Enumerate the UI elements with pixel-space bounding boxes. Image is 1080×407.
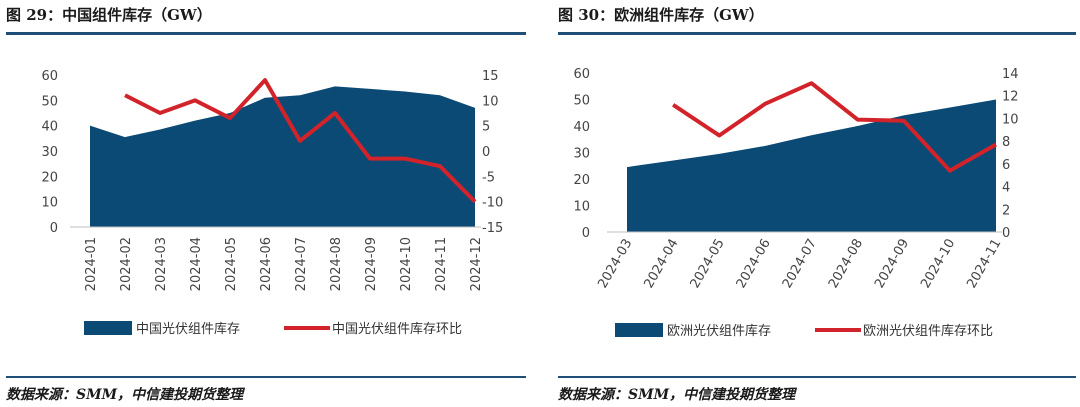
chart2-left-tick-label: 10 [573,200,590,215]
right-title-rule [558,32,1076,35]
chart2-category-label: 2024-03 [595,237,635,292]
chart1-left-tick-label: 50 [41,94,58,109]
chart2-left-tick-label: 0 [582,226,590,241]
chart1-right-tick-label: -10 [482,196,503,211]
chart1-left-tick-label: 60 [41,69,58,84]
chart2-legend-area-label: 欧洲光伏组件库存 [667,323,771,339]
chart1-right-tick-label: 0 [482,145,490,160]
chart1-category-label: 2024-09 [364,237,379,291]
chart2-right-tick-label: 12 [1002,90,1019,105]
chart1-category-label: 2024-01 [84,237,99,291]
chart1-right-tick-label: 10 [482,94,499,109]
chart2-category-label: 2024-04 [641,237,681,292]
chart2-left-tick-label: 50 [573,94,590,109]
chart2-left-tick-label: 30 [573,147,590,162]
chart1-right-tick-label: 15 [482,69,499,84]
right-source-note: 数据来源：SMM，中信建投期货整理 [558,387,796,403]
chart2-category-label: 2024-10 [918,237,958,292]
chart2-category-label: 2024-05 [688,237,728,292]
chart1-category-label: 2024-11 [434,237,449,291]
chart2-left-tick-label: 20 [573,173,590,188]
chart2-right-tick-label: 14 [1002,67,1019,82]
chart2-right-tick-label: 2 [1002,203,1010,218]
chart1-legend-line-label: 中国光伏组件库存环比 [332,321,462,337]
chart2-right-tick-label: 0 [1002,226,1010,241]
left-title-rule [6,32,526,35]
right-figure-title: 图 30：欧洲组件库存（GW） [558,6,764,24]
chart1-category-label: 2024-05 [224,237,239,291]
chart1-left-tick-label: 20 [41,170,58,185]
chart1-category-label: 2024-03 [154,237,169,291]
chart2-right-tick-label: 8 [1002,135,1010,150]
chart1-left-tick-label: 30 [41,145,58,160]
chart2-left-tick-label: 60 [573,67,590,82]
chart2-category-label: 2024-09 [872,237,912,292]
chart1-left-tick-label: 40 [41,120,58,135]
left-bottom-rule [6,376,526,378]
chart1-legend-area-swatch [84,321,132,335]
chart1-category-label: 2024-02 [119,237,134,291]
chart2-line-series [672,81,997,173]
chart1-legend-area-label: 中国光伏组件库存 [136,321,240,337]
chart2-right-tick-label: 4 [1002,181,1010,196]
left-source-note: 数据来源：SMM，中信建投期货整理 [6,387,244,403]
chart2-legend-line-label: 欧洲光伏组件库存环比 [863,323,993,339]
chart2-category-label: 2024-08 [826,237,866,292]
chart2-left-tick-label: 40 [573,120,590,135]
chart1-category-label: 2024-04 [189,237,204,291]
chart1-area-series [90,86,475,228]
chart2-right-tick-label: 6 [1002,158,1010,173]
left-figure-title: 图 29：中国组件库存（GW） [6,6,212,24]
chart2-category-label: 2024-11 [964,237,1004,292]
chart2-right-tick-label: 10 [1002,112,1019,127]
chart1-right-tick-label: -15 [482,221,503,236]
chart1-category-label: 2024-06 [259,237,274,291]
chart1-left-tick-label: 10 [41,196,58,211]
chart1-left-tick-label: 0 [50,221,58,236]
chart2-area-series [627,99,996,232]
chart2-legend-area-swatch [615,323,663,337]
chart1-category-label: 2024-12 [469,237,484,291]
chart1-right-tick-label: 5 [482,120,490,135]
chart2-category-label: 2024-07 [780,237,820,292]
right-bottom-rule [558,376,1076,378]
chart1-line-series [124,78,477,204]
chart1-right-tick-label: -5 [482,170,495,185]
chart2-category-label: 2024-06 [734,237,774,292]
chart1-category-label: 2024-08 [329,237,344,291]
chart1-category-label: 2024-07 [294,237,309,291]
chart1-category-label: 2024-10 [399,237,414,291]
